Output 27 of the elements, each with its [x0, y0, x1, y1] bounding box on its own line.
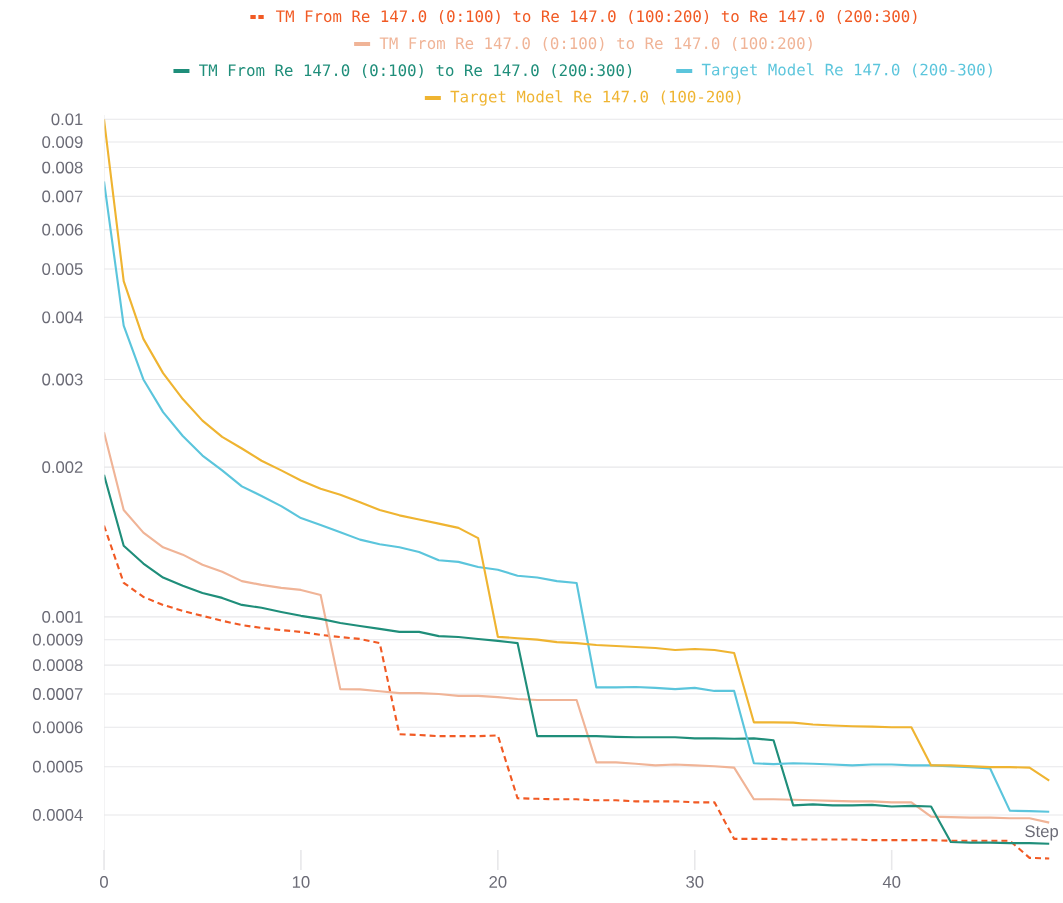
y-tick-label: 0.005 — [42, 263, 83, 275]
legend-label: Target Model Re 147.0 (100-200) — [450, 90, 741, 106]
x-tick-label: 20 — [489, 876, 507, 888]
y-tick-label: 0.0005 — [32, 760, 83, 773]
legend-label: TM From Re 147.0 (0:100) to Re 147.0 (200:300) — [199, 63, 632, 78]
y-tick-label: 0.007 — [42, 190, 83, 203]
legend-label: TM From Re 147.0 (0:100) to Re 147.0 (100:200) to Re 147.0 (200:300) — [276, 9, 917, 24]
legend-label: Target Model Re 147.0 (200-300) — [701, 63, 992, 79]
x-axis-title: Step — [1025, 825, 1059, 841]
y-tick-label: 0.0007 — [32, 688, 83, 700]
y-tick-label: 0.0004 — [32, 809, 83, 821]
y-tick-label: 0.006 — [42, 223, 83, 236]
y-tick-label: 0.008 — [42, 161, 83, 174]
y-tick-label: 0.0006 — [32, 721, 83, 734]
y-tick-label: 0.002 — [42, 461, 83, 474]
y-tick-label: 0.01 — [51, 113, 83, 126]
y-tick-label: 0.001 — [42, 611, 83, 623]
y-tick-label: 0.003 — [42, 373, 83, 386]
x-tick-label: 10 — [292, 876, 310, 888]
y-tick-label: 0.004 — [42, 311, 83, 324]
y-tick-label: 0.009 — [42, 136, 83, 148]
x-tick-label: 40 — [882, 876, 901, 888]
x-tick-label: 30 — [686, 876, 704, 888]
x-tick-label: 0 — [100, 876, 108, 888]
legend-label: TM From Re 147.0 (0:100) to Re 147.0 (100:200) — [379, 36, 812, 51]
y-tick-label: 0.0008 — [32, 659, 83, 672]
y-tick-label: 0.0009 — [32, 633, 83, 646]
